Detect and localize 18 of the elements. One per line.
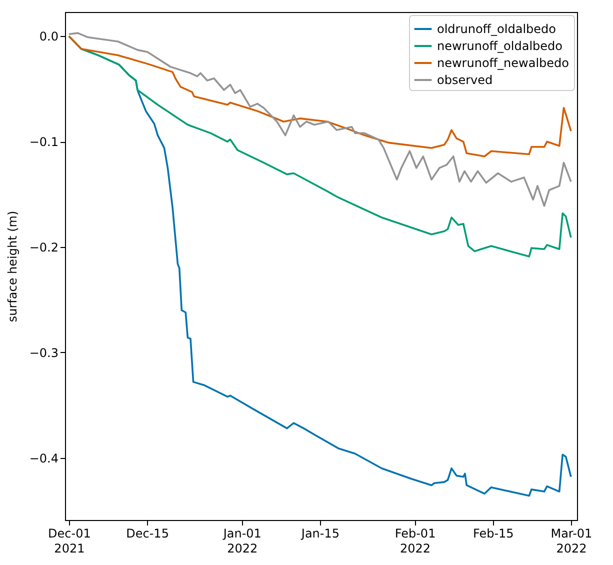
y-tick-label: 0.0 xyxy=(39,30,58,44)
y-tick-label: −0.3 xyxy=(29,346,58,360)
legend-label: oldrunoff_oldalbedo xyxy=(437,22,556,36)
x-tick-label: Mar-01 2022 xyxy=(550,526,592,556)
line-series xyxy=(68,35,572,158)
x-tick-label: Jan-01 2022 xyxy=(222,526,262,556)
y-tick-label: −0.2 xyxy=(29,240,58,255)
legend-label: newrunoff_oldalbedo xyxy=(437,39,562,53)
x-tick-label: Dec-01 2021 xyxy=(48,526,91,556)
y-tick-label: −0.4 xyxy=(29,451,58,466)
legend-label: newrunoff_newalbedo xyxy=(437,56,570,70)
x-tick-label: Dec-15 xyxy=(126,526,169,540)
y-tick-label: −0.1 xyxy=(29,135,58,150)
x-tick-label: Jan-15 xyxy=(300,526,340,540)
y-axis-title: surface height (m) xyxy=(5,210,20,322)
x-tick-label: Feb-01 2022 xyxy=(394,526,436,556)
x-tick-label: Feb-15 xyxy=(472,526,514,540)
legend-label: observed xyxy=(437,73,493,87)
